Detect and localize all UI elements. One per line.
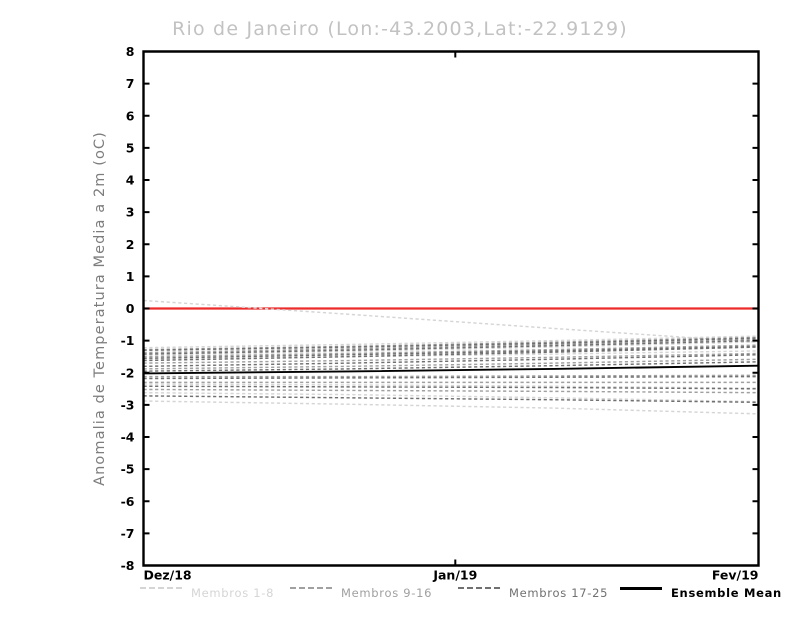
series-member-line xyxy=(143,374,759,378)
y-axis-tick-label: 5 xyxy=(126,140,135,155)
y-axis-tick-label: -5 xyxy=(121,462,135,477)
y-axis-tick-label: 1 xyxy=(126,269,135,284)
legend-swatch-membros-17-25 xyxy=(458,587,500,599)
series-member-line xyxy=(143,299,759,343)
series-member-line xyxy=(143,361,759,372)
series-member-line xyxy=(143,345,759,360)
y-axis-tick-label: 6 xyxy=(126,108,135,123)
legend-swatch-membros-9-16 xyxy=(290,587,332,599)
chart-title: Rio de Janeiro (Lon:-43.2003,Lat:-22.912… xyxy=(172,18,628,40)
series-member-line xyxy=(143,338,759,354)
series-member-line xyxy=(143,337,759,351)
legend-label-membros-9-16: Membros 9-16 xyxy=(341,586,433,600)
y-axis-tick-label: 2 xyxy=(126,237,135,252)
y-axis-tick-label: -3 xyxy=(121,397,135,412)
x-axis-tick-label: Dez/18 xyxy=(144,568,192,583)
series-member-line xyxy=(143,400,759,415)
series-member-line xyxy=(143,388,759,394)
legend-item-ensemble-mean[interactable]: Ensemble Mean xyxy=(620,583,782,603)
series-member-line xyxy=(143,383,759,389)
legend-label-membros-1-8: Membros 1-8 xyxy=(191,586,275,600)
series-member-line xyxy=(143,335,759,349)
y-axis-tick-label: -6 xyxy=(121,494,135,509)
y-axis-title: Anomalia de Temperatura Media a 2m (oC) xyxy=(92,131,108,486)
legend-item-membros-1-8[interactable]: Membros 1-8 xyxy=(140,583,274,603)
legend-label-membros-17-25: Membros 17-25 xyxy=(509,586,609,600)
legend-item-membros-17-25[interactable]: Membros 17-25 xyxy=(458,583,608,603)
y-axis-tick-label: -4 xyxy=(121,430,135,445)
series-member-line xyxy=(143,375,759,380)
legend-swatch-ensemble-mean xyxy=(620,586,662,600)
legend-item-membros-9-16[interactable]: Membros 9-16 xyxy=(290,583,432,603)
series-member-line xyxy=(143,344,759,358)
series-member-line xyxy=(143,391,759,403)
legend-swatch-membros-1-8 xyxy=(140,587,182,599)
series-member-line xyxy=(143,346,759,362)
series-member-line xyxy=(143,354,759,368)
chart-legend: Membros 1-8 Membros 9-16 Membros 17-25 E… xyxy=(0,583,800,605)
y-axis-tick-label: 3 xyxy=(126,205,135,220)
y-axis-tick-label: 4 xyxy=(126,173,135,188)
series-member-line xyxy=(143,350,759,360)
y-axis-tick-label: -1 xyxy=(121,333,135,348)
legend-label-ensemble-mean: Ensemble Mean xyxy=(671,586,782,600)
y-axis-tick-label: -7 xyxy=(121,526,135,541)
series-ensemble-mean xyxy=(143,364,759,375)
series-member-line xyxy=(143,395,759,404)
y-axis-tick-label: -8 xyxy=(121,558,135,573)
y-axis-tick-label: 0 xyxy=(126,301,135,316)
x-axis-tick-label: Jan/19 xyxy=(432,568,477,583)
x-axis-tick-label: Fev/19 xyxy=(712,568,759,583)
series-member-line xyxy=(143,352,759,364)
y-axis-tick-label: -2 xyxy=(121,365,135,380)
series-member-line xyxy=(143,341,759,356)
y-axis-tick-label: 8 xyxy=(126,44,135,59)
series-member-line xyxy=(143,358,759,370)
series-member-line xyxy=(143,385,759,390)
y-axis-tick-label: 7 xyxy=(126,76,135,91)
series-member-line xyxy=(143,336,759,351)
series-member-line xyxy=(143,339,759,355)
